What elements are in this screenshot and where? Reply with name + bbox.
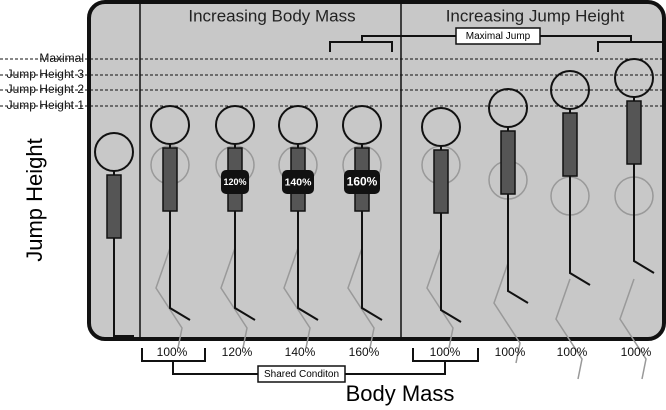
mass-badge-label: 140% — [285, 176, 313, 188]
shared-bracket — [141, 348, 479, 375]
mass-label: 160% — [349, 345, 380, 359]
torso — [626, 100, 642, 165]
legs — [169, 211, 191, 321]
mass-label: 100% — [157, 345, 188, 359]
maximal-jump-label: Maximal Jump — [466, 31, 531, 42]
legs — [113, 238, 134, 337]
legs — [507, 194, 529, 304]
mass-label: 140% — [285, 345, 316, 359]
mass-badge-label: 160% — [347, 175, 378, 189]
label-box — [257, 365, 346, 383]
legs — [440, 213, 462, 323]
connector — [172, 361, 258, 375]
y-axis-label: Jump Height — [22, 138, 47, 262]
torso — [106, 174, 122, 239]
legs — [633, 164, 655, 274]
mass-label: 100% — [621, 345, 652, 359]
legs — [569, 176, 591, 286]
ghost-legs — [493, 262, 521, 364]
mass-label: 120% — [222, 345, 253, 359]
height-label: Jump Height 2 — [7, 82, 85, 96]
torso — [500, 130, 516, 195]
mass-badge — [344, 170, 380, 194]
label-box — [455, 27, 541, 45]
mass-label: 100% — [495, 345, 526, 359]
mass-badge — [282, 170, 314, 194]
section-title: Increasing Jump Height — [446, 6, 625, 25]
bracket — [597, 41, 664, 52]
torso — [433, 149, 449, 214]
x-axis-label: Body Mass — [346, 381, 455, 406]
legs — [234, 211, 256, 321]
mass-label: 100% — [430, 345, 461, 359]
mass-label: 100% — [557, 345, 588, 359]
height-label: Jump Height 1 — [7, 98, 85, 112]
section-title: Increasing Body Mass — [188, 6, 355, 25]
legs — [297, 211, 319, 321]
height-label: Maximal — [39, 51, 84, 65]
mass-badge-label: 120% — [223, 177, 246, 187]
torso — [162, 147, 178, 212]
maximal-bracket — [329, 35, 664, 52]
height-label: Jump Height 3 — [7, 67, 85, 81]
connector — [361, 35, 456, 42]
shared-condition-label: Shared Conditon — [264, 369, 339, 380]
connector — [345, 361, 446, 375]
ghost-legs — [555, 278, 583, 380]
torso — [562, 112, 578, 177]
mass-badge — [221, 170, 249, 194]
height-lines — [0, 58, 664, 107]
connector — [540, 35, 632, 42]
ghost-legs — [619, 278, 647, 380]
figures: 120% 140% 160% — [94, 58, 655, 380]
legs — [361, 211, 383, 321]
